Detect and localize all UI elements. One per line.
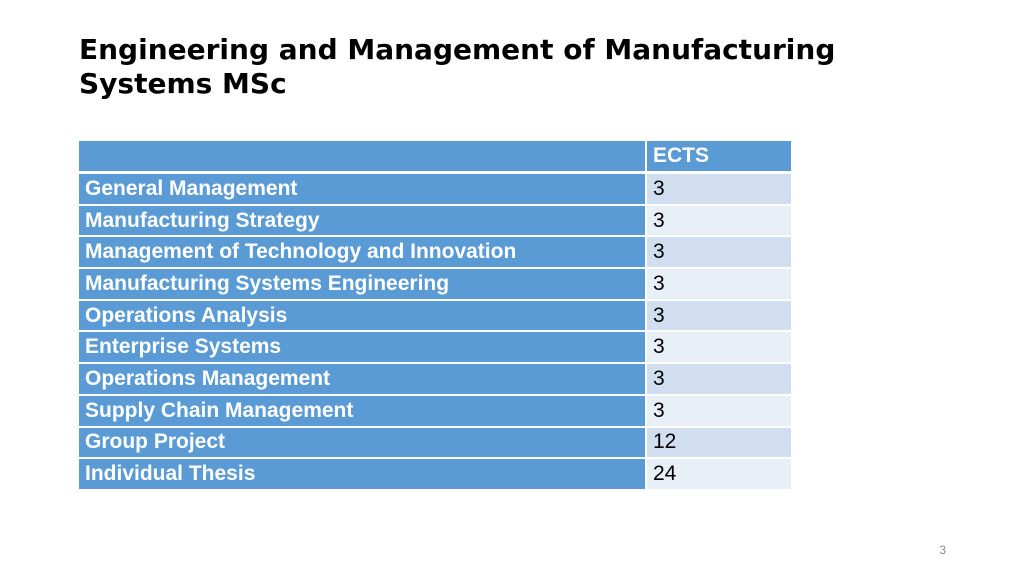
ects-value-cell: 3 (647, 269, 791, 301)
module-name-cell: Manufacturing Strategy (79, 205, 647, 238)
header-ects-cell: ECTS (647, 141, 791, 174)
table-row: Manufacturing Strategy 3 (79, 205, 791, 238)
table-row: Operations Management 3 (79, 364, 791, 396)
module-name-cell: Group Project (79, 427, 647, 460)
table-row: Group Project 12 (79, 427, 791, 460)
ects-value-cell: 3 (647, 174, 791, 206)
table-row: Enterprise Systems 3 (79, 332, 791, 365)
course-table: ECTS General Management 3 Manufacturing … (79, 141, 791, 491)
module-name-cell: Supply Chain Management (79, 395, 647, 428)
ects-value-cell: 12 (647, 427, 791, 460)
ects-value-cell: 24 (647, 459, 791, 491)
module-name-cell: Individual Thesis (79, 459, 647, 491)
table-row: Operations Analysis 3 (79, 300, 791, 333)
page-number: 3 (939, 543, 946, 557)
ects-value-cell: 3 (647, 332, 791, 365)
slide-title: Engineering and Management of Manufactur… (79, 33, 836, 100)
table-row: Individual Thesis 24 (79, 459, 791, 491)
module-name-cell: Operations Analysis (79, 300, 647, 333)
module-name-cell: Manufacturing Systems Engineering (79, 269, 647, 301)
module-name-cell: Enterprise Systems (79, 332, 647, 365)
module-name-cell: Operations Management (79, 364, 647, 396)
header-module-cell (79, 141, 647, 174)
table-row: Supply Chain Management 3 (79, 395, 791, 428)
ects-value-cell: 3 (647, 395, 791, 428)
ects-value-cell: 3 (647, 205, 791, 238)
ects-value-cell: 3 (647, 300, 791, 333)
module-name-cell: General Management (79, 174, 647, 206)
ects-value-cell: 3 (647, 237, 791, 270)
course-table-container: ECTS General Management 3 Manufacturing … (79, 141, 791, 491)
table-row: General Management 3 (79, 174, 791, 206)
table-row: Manufacturing Systems Engineering 3 (79, 269, 791, 301)
table-header-row: ECTS (79, 141, 791, 174)
ects-value-cell: 3 (647, 364, 791, 396)
module-name-cell: Management of Technology and Innovation (79, 237, 647, 270)
table-row: Management of Technology and Innovation … (79, 237, 791, 270)
